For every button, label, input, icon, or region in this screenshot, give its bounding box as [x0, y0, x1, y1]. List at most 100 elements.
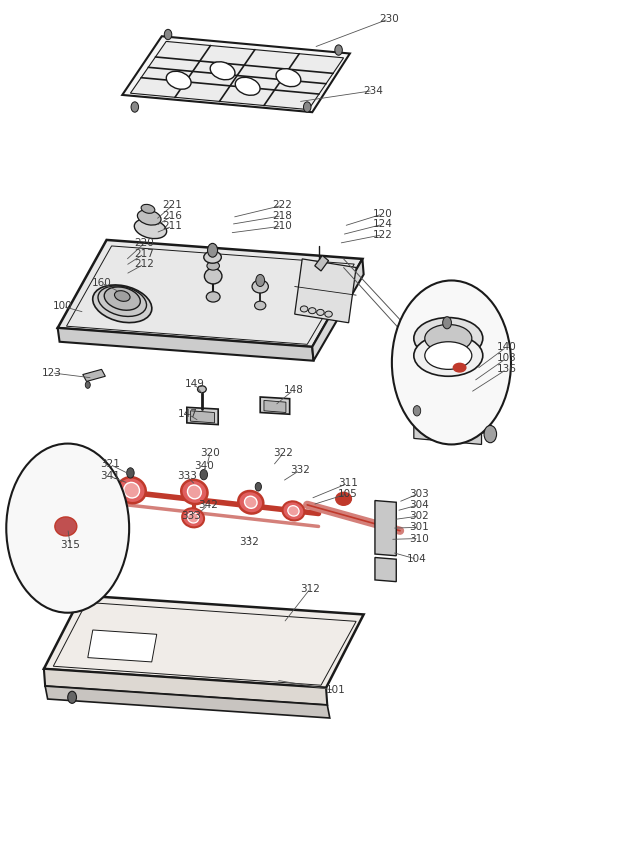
Ellipse shape	[187, 513, 199, 523]
Circle shape	[85, 381, 90, 388]
Circle shape	[484, 425, 497, 443]
Polygon shape	[375, 501, 396, 556]
Ellipse shape	[198, 386, 206, 393]
Ellipse shape	[187, 485, 201, 499]
Text: 100: 100	[53, 301, 73, 312]
Polygon shape	[375, 557, 396, 582]
Text: 218: 218	[272, 211, 292, 221]
Text: 221: 221	[162, 200, 182, 211]
Circle shape	[200, 469, 208, 480]
Ellipse shape	[207, 261, 219, 270]
Polygon shape	[191, 411, 214, 423]
Circle shape	[255, 482, 261, 491]
Polygon shape	[295, 259, 356, 323]
Text: 101: 101	[325, 685, 345, 696]
Polygon shape	[58, 240, 362, 347]
Ellipse shape	[252, 280, 268, 293]
Ellipse shape	[424, 342, 472, 369]
Ellipse shape	[255, 301, 266, 310]
Text: 124: 124	[372, 219, 393, 230]
Circle shape	[443, 317, 451, 329]
Ellipse shape	[182, 508, 204, 527]
Polygon shape	[44, 595, 364, 688]
Text: 211: 211	[162, 221, 182, 231]
Text: 122: 122	[372, 230, 393, 240]
Text: 322: 322	[273, 448, 293, 458]
Ellipse shape	[424, 324, 472, 352]
Polygon shape	[88, 630, 157, 662]
Ellipse shape	[93, 285, 152, 323]
Polygon shape	[271, 611, 292, 630]
Circle shape	[127, 468, 134, 478]
Text: 222: 222	[272, 200, 292, 211]
Text: 321: 321	[100, 459, 120, 469]
Text: 234: 234	[363, 85, 383, 96]
Ellipse shape	[238, 491, 263, 513]
Text: 333: 333	[177, 471, 197, 482]
Polygon shape	[45, 686, 330, 718]
Polygon shape	[187, 407, 218, 425]
Text: 332: 332	[290, 465, 310, 476]
Text: 315: 315	[60, 540, 80, 551]
Ellipse shape	[204, 251, 221, 263]
Circle shape	[68, 691, 76, 703]
Ellipse shape	[245, 496, 257, 508]
Ellipse shape	[288, 506, 299, 516]
Text: 312: 312	[300, 583, 320, 594]
Circle shape	[164, 29, 172, 40]
Text: 217: 217	[134, 249, 154, 259]
Ellipse shape	[141, 205, 155, 213]
Text: 311: 311	[338, 478, 358, 488]
Ellipse shape	[414, 335, 483, 376]
Polygon shape	[414, 421, 482, 444]
Ellipse shape	[124, 482, 139, 498]
Ellipse shape	[134, 219, 167, 238]
Ellipse shape	[414, 318, 483, 359]
Text: 340: 340	[194, 461, 214, 471]
Ellipse shape	[137, 210, 161, 225]
Polygon shape	[83, 369, 105, 381]
Text: 341: 341	[100, 471, 120, 482]
Ellipse shape	[308, 308, 316, 314]
Text: 212: 212	[134, 259, 154, 269]
Ellipse shape	[325, 312, 332, 318]
Ellipse shape	[210, 62, 235, 79]
Ellipse shape	[317, 309, 324, 316]
Text: 332: 332	[240, 537, 260, 547]
Text: 320: 320	[200, 448, 220, 458]
Text: 136: 136	[497, 364, 517, 375]
Text: 302: 302	[409, 511, 429, 521]
Polygon shape	[122, 36, 350, 112]
Ellipse shape	[283, 501, 304, 520]
Text: 104: 104	[407, 554, 427, 564]
Circle shape	[303, 102, 311, 112]
Polygon shape	[260, 397, 290, 414]
Polygon shape	[130, 41, 344, 110]
Ellipse shape	[336, 492, 351, 506]
Text: 220: 220	[134, 238, 154, 249]
Text: 103: 103	[497, 353, 517, 363]
Circle shape	[6, 444, 129, 613]
Circle shape	[335, 45, 342, 55]
Polygon shape	[44, 669, 327, 705]
Polygon shape	[264, 400, 286, 413]
Ellipse shape	[204, 268, 222, 284]
Text: 210: 210	[272, 221, 292, 231]
Ellipse shape	[453, 363, 466, 372]
Text: 230: 230	[379, 14, 399, 24]
Circle shape	[256, 274, 265, 287]
Ellipse shape	[235, 78, 260, 95]
Ellipse shape	[115, 291, 130, 301]
Text: 140: 140	[497, 342, 517, 352]
Ellipse shape	[55, 517, 76, 536]
Text: 120: 120	[372, 209, 393, 219]
Polygon shape	[58, 328, 314, 361]
Text: 303: 303	[409, 488, 429, 499]
Ellipse shape	[98, 286, 147, 317]
Ellipse shape	[300, 306, 308, 312]
Ellipse shape	[166, 72, 191, 89]
Circle shape	[131, 102, 139, 112]
Text: 301: 301	[409, 522, 429, 532]
Ellipse shape	[276, 69, 301, 86]
Polygon shape	[312, 259, 364, 361]
